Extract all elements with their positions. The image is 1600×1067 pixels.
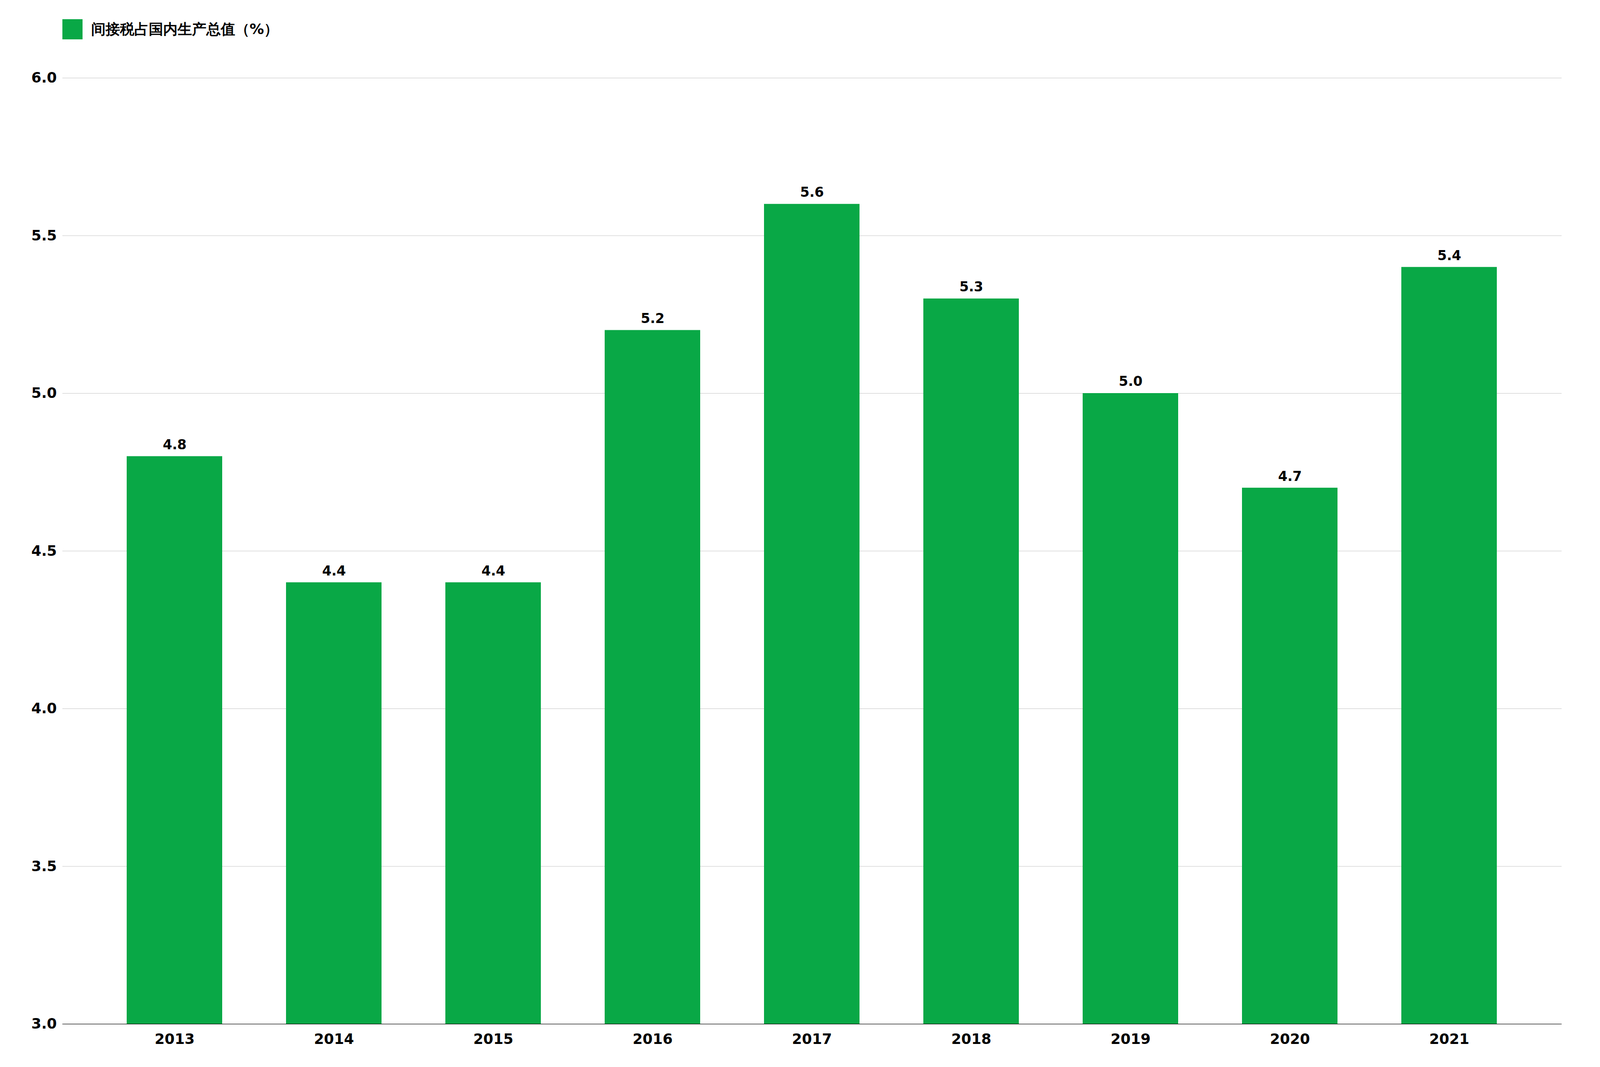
svg-text:5.0: 5.0	[31, 384, 57, 402]
svg-text:5.2: 5.2	[640, 310, 665, 327]
svg-text:2014: 2014	[313, 1030, 355, 1048]
svg-text:4.4: 4.4	[481, 562, 506, 579]
svg-text:4.8: 4.8	[162, 436, 187, 453]
svg-text:2018: 2018	[951, 1030, 992, 1048]
svg-text:4.0: 4.0	[31, 699, 57, 717]
svg-text:5.4: 5.4	[1437, 247, 1462, 264]
svg-text:3.0: 3.0	[31, 1014, 57, 1032]
svg-text:2020: 2020	[1269, 1030, 1311, 1048]
svg-text:6.0: 6.0	[31, 69, 57, 86]
svg-text:5.5: 5.5	[31, 226, 57, 244]
svg-text:5.0: 5.0	[1118, 373, 1143, 390]
svg-text:5.6: 5.6	[800, 184, 824, 201]
svg-text:2016: 2016	[632, 1030, 673, 1048]
svg-text:3.5: 3.5	[31, 857, 57, 875]
svg-text:5.3: 5.3	[959, 278, 984, 295]
svg-text:4.7: 4.7	[1277, 468, 1302, 485]
svg-text:4.4: 4.4	[322, 562, 347, 579]
svg-text:2015: 2015	[473, 1030, 514, 1048]
html-text:间接税占国内生产总值（%）: 间接税占国内生产总值（%）	[91, 20, 279, 38]
svg-text:4.5: 4.5	[31, 542, 57, 560]
svg-text:2021: 2021	[1429, 1030, 1470, 1048]
svg-text:2019: 2019	[1110, 1030, 1151, 1048]
svg-text:2017: 2017	[791, 1030, 833, 1048]
svg-text:2013: 2013	[154, 1030, 195, 1048]
